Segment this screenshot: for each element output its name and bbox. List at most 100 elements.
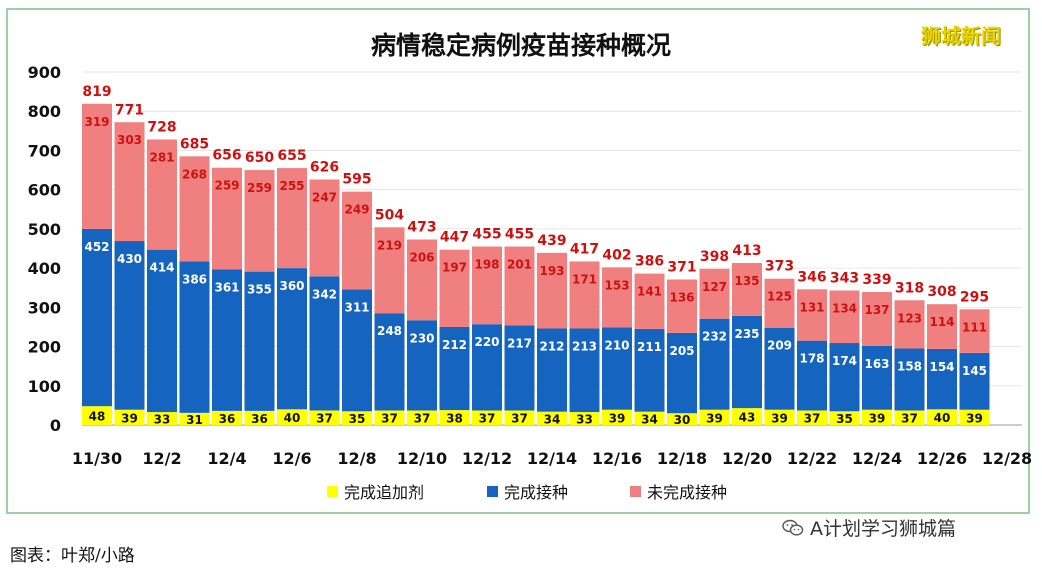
data-label: 281: [149, 150, 174, 164]
data-label: 145: [962, 364, 987, 378]
data-label: 34: [641, 412, 658, 426]
x-tick-label: 12/10: [397, 449, 447, 468]
bar-booster: [927, 409, 957, 425]
bar-incomplete: [342, 191, 372, 290]
x-tick-label: 12/6: [272, 449, 311, 468]
x-tick-label: 12/28: [982, 449, 1032, 468]
data-label: 255: [279, 179, 304, 193]
data-label: 212: [442, 338, 467, 352]
data-label: 30: [674, 413, 691, 427]
watermark-logo-text: 狮城新闻: [921, 24, 1001, 48]
bar-completed: [82, 228, 112, 407]
bar-incomplete: [634, 273, 665, 329]
data-label: 230: [409, 331, 434, 345]
bar-completed: [829, 343, 860, 412]
data-label: 35: [349, 412, 366, 426]
bar-incomplete: [179, 156, 210, 262]
bar-booster: [439, 410, 470, 425]
data-label: 39: [121, 411, 138, 425]
y-tick-label: 800: [28, 102, 61, 121]
total-label: 455: [472, 227, 501, 243]
bar-completed: [602, 327, 632, 410]
bar-incomplete: [114, 122, 145, 242]
bar-completed: [699, 318, 730, 410]
total-label: 373: [765, 259, 794, 275]
data-label: 35: [836, 412, 853, 426]
total-label: 447: [440, 230, 469, 246]
bar-incomplete: [244, 170, 275, 272]
bar-completed: [667, 332, 697, 414]
bar-incomplete: [439, 249, 470, 327]
data-label: 40: [284, 411, 301, 425]
data-label: 31: [186, 413, 203, 427]
bar-completed: [439, 326, 470, 411]
data-label: 212: [539, 340, 564, 354]
legend-label: 未完成接种: [647, 483, 727, 502]
bar-incomplete: [472, 246, 502, 325]
data-label: 211: [637, 340, 662, 354]
data-label: 127: [702, 280, 727, 294]
data-label: 36: [219, 412, 236, 426]
data-label: 37: [901, 412, 918, 426]
total-label: 650: [245, 150, 274, 166]
bar-booster: [244, 410, 275, 425]
bar-incomplete: [537, 252, 567, 329]
data-label: 40: [934, 411, 951, 425]
bar-incomplete: [797, 289, 827, 341]
y-tick-label: 100: [28, 377, 61, 396]
total-label: 595: [342, 172, 371, 188]
data-label: 414: [149, 261, 174, 275]
data-label: 360: [279, 279, 304, 293]
bar-completed: [862, 345, 892, 410]
legend-swatch: [487, 486, 498, 497]
bar-incomplete: [927, 304, 957, 349]
data-label: 232: [702, 330, 727, 344]
chart-title: 病情稳定病例疫苗接种概况: [370, 31, 671, 60]
data-label: 219: [377, 238, 402, 252]
legend-swatch: [327, 486, 338, 497]
data-label: 36: [251, 412, 268, 426]
bar-completed: [342, 289, 372, 412]
data-label: 259: [214, 179, 239, 193]
bar-booster: [179, 412, 210, 425]
image-caption: 图表：叶郑/小路: [10, 546, 135, 566]
data-label: 39: [706, 411, 723, 425]
data-label: 201: [507, 258, 532, 272]
bar-booster: [732, 408, 762, 425]
data-label: 135: [734, 274, 759, 288]
bar-completed: [634, 328, 665, 412]
data-label: 111: [962, 320, 987, 334]
bar-completed: [959, 352, 990, 410]
total-label: 439: [537, 233, 566, 249]
bar-booster: [797, 410, 827, 425]
data-label: 342: [312, 287, 337, 301]
bar-incomplete: [959, 309, 990, 353]
data-label: 259: [247, 181, 272, 195]
x-tick-label: 12/12: [462, 449, 512, 468]
bar-booster: [959, 409, 990, 425]
bar-completed: [212, 269, 242, 411]
total-label: 819: [82, 84, 111, 100]
bar-completed: [504, 325, 535, 411]
bar-completed: [114, 241, 145, 410]
total-label: 656: [212, 148, 241, 164]
bar-booster: [342, 411, 372, 425]
bar-booster: [504, 410, 535, 425]
y-tick-label: 500: [28, 220, 61, 239]
data-label: 136: [669, 290, 694, 304]
data-label: 137: [864, 303, 889, 317]
data-label: 217: [507, 336, 532, 350]
data-label: 158: [897, 360, 922, 374]
data-label: 235: [734, 327, 759, 341]
total-label: 417: [570, 241, 599, 257]
total-label: 343: [830, 270, 859, 286]
bar-booster: [764, 409, 795, 425]
data-label: 154: [929, 360, 954, 374]
total-label: 626: [310, 159, 339, 175]
bar-completed: [407, 320, 437, 411]
bar-booster: [569, 412, 600, 425]
total-label: 685: [180, 136, 209, 152]
bar-completed: [309, 276, 340, 411]
data-label: 37: [414, 412, 431, 426]
